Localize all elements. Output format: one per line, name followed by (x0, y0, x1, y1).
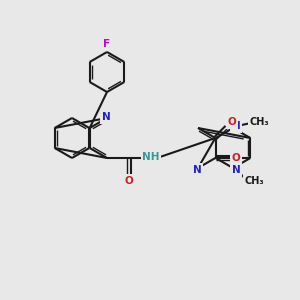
Text: N: N (232, 165, 240, 175)
Text: O: O (231, 153, 240, 163)
Text: O: O (227, 117, 236, 127)
Text: O: O (124, 176, 134, 186)
Text: NH: NH (142, 152, 160, 162)
Text: CH₃: CH₃ (249, 117, 269, 127)
Text: CH₃: CH₃ (244, 176, 264, 186)
Text: N: N (102, 112, 110, 122)
Text: N: N (232, 121, 240, 131)
Text: F: F (103, 39, 111, 49)
Text: N: N (193, 165, 201, 175)
